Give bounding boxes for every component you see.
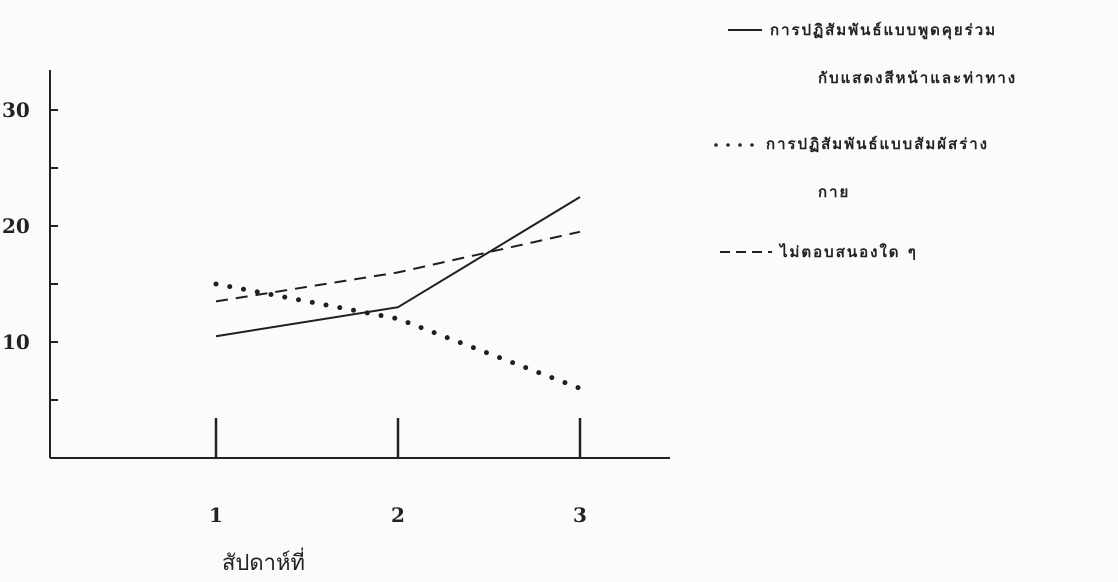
- y-tick-label: 30: [2, 98, 30, 122]
- x-tick-label: 2: [391, 503, 405, 527]
- x-tick-label: 3: [573, 503, 587, 527]
- legend-label: ไม่ตอบสนองใด ๆ: [780, 243, 918, 261]
- y-tick-label: 10: [2, 330, 30, 354]
- legend-label-continued: กับแสดงสีหน้าและท่าทาง: [818, 69, 1018, 87]
- series-line-dotted: [213, 281, 583, 391]
- x-tick-label: 1: [209, 503, 223, 527]
- legend-swatch-dashed: [720, 251, 772, 253]
- y-tick-label: 20: [2, 214, 30, 238]
- legend-swatch-solid: [728, 29, 762, 31]
- series-line-dashed: [215, 230, 581, 303]
- legend-item-dashed: ไม่ตอบสนองใด ๆ: [720, 240, 918, 264]
- legend-item-solid: การปฏิสัมพันธ์แบบพูดคุยร่วม: [728, 18, 997, 42]
- legend-label: การปฏิสัมพันธ์แบบพูดคุยร่วม: [770, 21, 998, 39]
- data-series: [213, 196, 583, 391]
- y-ticks: 10 20 30: [2, 98, 58, 401]
- x-axis-title: สัปดาห์ที่: [222, 547, 305, 576]
- legend-item-dotted: การปฏิสัมพันธ์แบบสัมผัสร่าง: [714, 132, 989, 156]
- legend-swatch-dotted: [714, 143, 758, 147]
- legend-label-continued: กาย: [818, 183, 851, 201]
- legend-label: การปฏิสัมพันธ์แบบสัมผัสร่าง: [766, 135, 989, 153]
- x-ticks: 1 2 3: [209, 418, 587, 527]
- series-line-solid: [215, 196, 581, 338]
